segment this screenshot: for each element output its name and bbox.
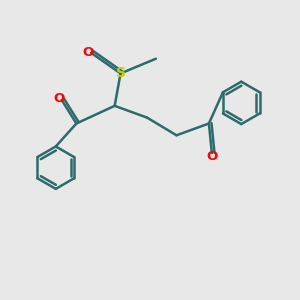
Text: O: O xyxy=(82,46,94,59)
Text: S: S xyxy=(116,66,126,80)
Text: O: O xyxy=(206,150,218,163)
Text: O: O xyxy=(53,92,64,105)
